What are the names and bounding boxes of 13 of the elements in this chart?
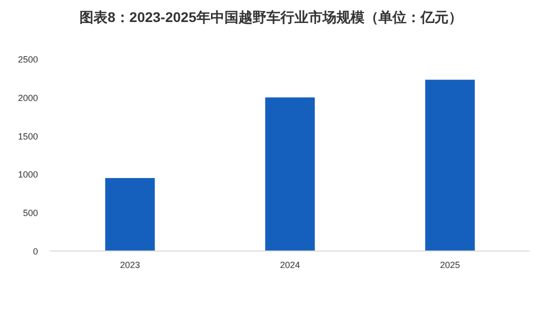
y-tick-label: 0 bbox=[32, 246, 38, 256]
bar bbox=[105, 178, 155, 251]
x-tick-label: 2023 bbox=[120, 260, 140, 270]
y-tick-label: 2000 bbox=[18, 92, 38, 103]
y-tick-label: 1000 bbox=[18, 170, 38, 180]
bar bbox=[265, 97, 315, 251]
bar bbox=[425, 80, 475, 251]
chart-title: 图表8：2023-2025年中国越野车行业市场规模（单位：亿元） bbox=[80, 9, 462, 25]
x-tick-label: 2025 bbox=[440, 260, 460, 270]
x-tick-label: 2024 bbox=[280, 260, 300, 270]
y-tick-label: 500 bbox=[22, 208, 38, 218]
y-tick-label: 2500 bbox=[18, 54, 38, 64]
y-tick-label: 1500 bbox=[18, 131, 38, 142]
